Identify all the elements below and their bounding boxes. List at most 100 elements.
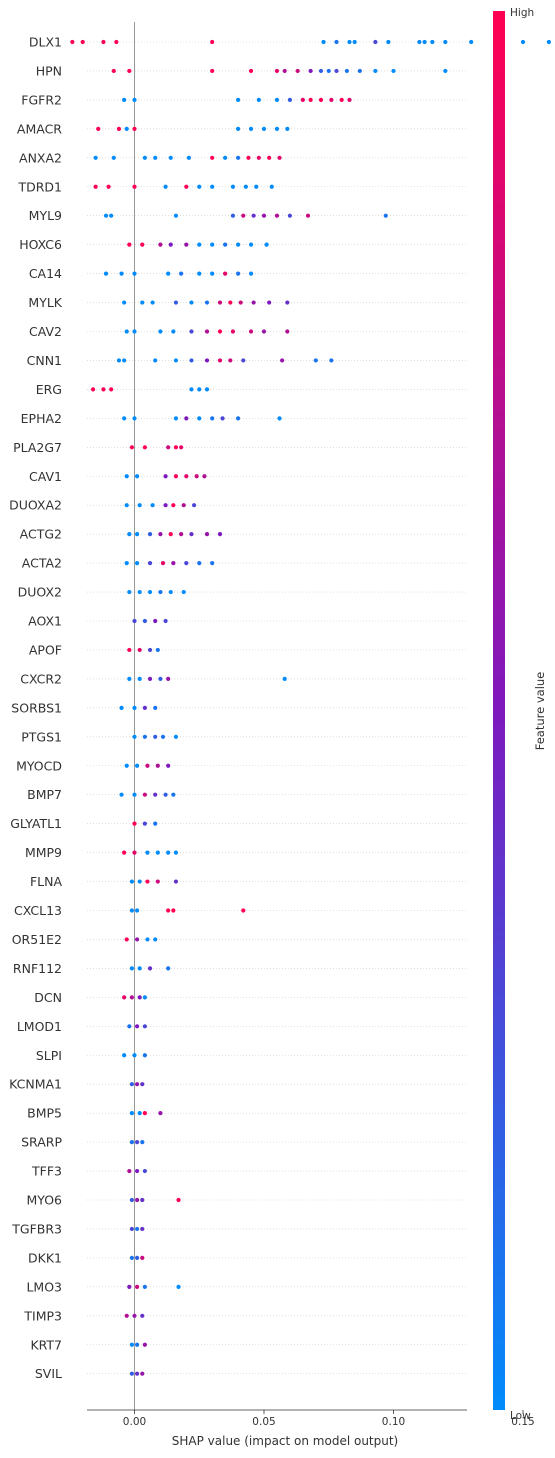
data-point	[140, 1082, 145, 1087]
data-point	[197, 561, 202, 566]
feature-label: MYL9	[29, 208, 62, 223]
data-point	[236, 271, 241, 276]
data-point	[163, 184, 168, 189]
data-point	[129, 1371, 135, 1376]
feature-label: KRT7	[30, 1337, 62, 1352]
data-point	[134, 937, 140, 942]
feature-label: DKK1	[28, 1250, 62, 1265]
data-point	[132, 416, 137, 421]
data-point	[134, 1371, 140, 1376]
data-point	[546, 39, 552, 45]
data-point	[132, 792, 137, 797]
data-point	[101, 387, 106, 392]
data-point	[134, 1024, 140, 1029]
data-point	[96, 126, 101, 131]
feature-label: MYOCD	[16, 758, 62, 773]
feature-label: MYO6	[26, 1193, 62, 1208]
data-point	[158, 676, 163, 682]
data-point	[166, 908, 171, 913]
data-point	[153, 705, 158, 710]
data-point	[111, 68, 116, 74]
data-point	[248, 242, 254, 247]
data-point	[147, 647, 153, 653]
data-point	[122, 1053, 127, 1058]
data-point	[137, 1111, 142, 1116]
data-point	[142, 995, 147, 1000]
data-point	[132, 821, 137, 826]
data-point	[145, 879, 150, 884]
feature-label: HPN	[36, 63, 62, 78]
x-tick-label: 0.15	[511, 1416, 534, 1428]
data-point	[134, 561, 140, 566]
feature-label: LMOD1	[17, 1019, 62, 1034]
feature-label: TGFBR3	[11, 1221, 62, 1236]
data-point	[134, 1168, 140, 1174]
data-point	[261, 126, 267, 131]
data-point	[189, 387, 194, 392]
feature-label: SLPI	[36, 1048, 62, 1063]
data-point	[129, 1197, 135, 1203]
data-point	[132, 126, 137, 131]
data-point	[248, 271, 254, 276]
data-point	[145, 937, 150, 942]
feature-label: ERG	[36, 382, 62, 397]
data-point	[158, 329, 163, 334]
data-point	[142, 705, 147, 710]
data-point	[344, 68, 349, 74]
feature-label: TFF3	[31, 1164, 62, 1179]
feature-label: FGFR2	[21, 92, 62, 107]
data-point	[134, 474, 140, 479]
x-tick-label: 0.00	[123, 1416, 146, 1428]
feature-label: DLX1	[29, 35, 62, 50]
data-point	[127, 68, 132, 74]
data-point	[147, 561, 153, 566]
feature-label: EPHA2	[21, 411, 62, 426]
feature-label: ACTA2	[22, 556, 62, 571]
data-point	[236, 97, 241, 102]
data-point	[186, 155, 191, 160]
data-point	[287, 213, 292, 218]
feature-label: BMP5	[27, 1106, 62, 1121]
data-point	[109, 213, 114, 218]
data-point	[202, 474, 207, 479]
data-point	[176, 1197, 181, 1203]
feature-label: LMO3	[26, 1279, 62, 1294]
data-point	[305, 213, 311, 218]
data-point	[386, 39, 391, 45]
data-point	[150, 300, 155, 305]
data-point	[132, 734, 137, 739]
data-point	[134, 1082, 140, 1087]
data-point	[204, 329, 210, 334]
data-point	[140, 300, 145, 305]
data-point	[223, 242, 228, 247]
data-point	[140, 1140, 145, 1145]
colorbar	[493, 11, 505, 1410]
data-point	[223, 155, 228, 160]
data-point	[241, 213, 246, 218]
data-point	[197, 387, 202, 392]
data-point	[173, 474, 179, 479]
data-point	[383, 213, 388, 218]
data-point	[134, 1226, 140, 1232]
data-point	[318, 97, 324, 102]
feature-label: OR51E2	[12, 932, 62, 947]
data-point	[184, 561, 189, 566]
data-point	[236, 126, 241, 131]
feature-label: HOXC6	[19, 237, 62, 252]
data-point	[160, 561, 166, 566]
data-point	[246, 155, 251, 160]
data-point	[352, 39, 357, 45]
data-point	[168, 242, 173, 247]
data-point	[129, 1140, 135, 1145]
data-point	[124, 763, 129, 768]
x-axis-label: SHAP value (impact on model output)	[172, 1434, 399, 1448]
data-point	[176, 1284, 181, 1289]
data-point	[373, 68, 378, 74]
data-point	[122, 850, 127, 855]
feature-label: CAV1	[29, 469, 62, 484]
data-point	[119, 705, 124, 710]
data-point	[93, 184, 98, 189]
data-point	[308, 97, 313, 102]
data-point	[140, 242, 145, 247]
